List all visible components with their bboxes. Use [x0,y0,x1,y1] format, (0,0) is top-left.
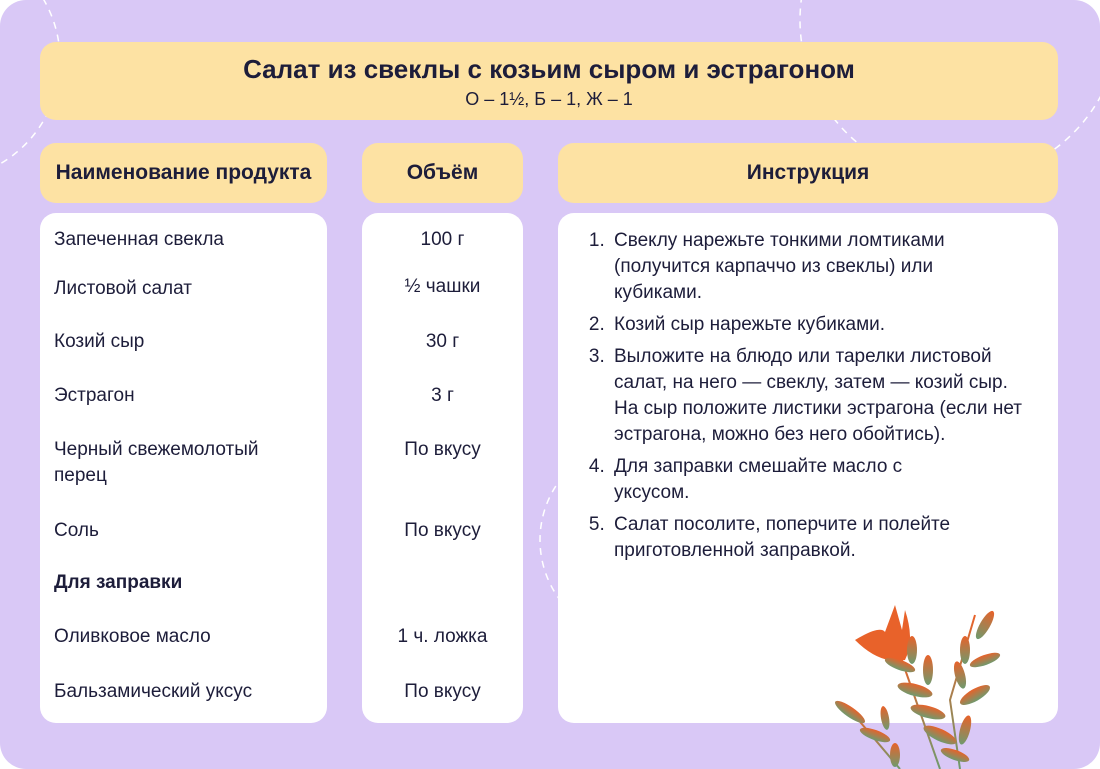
instructions-card: Свеклу нарежьте тонкими ломтиками (получ… [558,213,1058,723]
header-instruction: Инструкция [558,143,1058,203]
ingredients-names-card: Запеченная свекла Листовой салат Козий с… [40,213,327,723]
ingredient-volume: По вкусу [404,520,481,541]
ingredient-name: Козий сыр [54,331,145,352]
ingredient-volume: 100 г [420,229,465,250]
recipe-subtitle: О – 1½, Б – 1, Ж – 1 [465,89,633,109]
instruction-step: Козий сыр нарежьте кубиками. [610,312,1056,338]
ingredient-volume: По вкусу [404,439,481,460]
instruction-step: Выложите на блюдо или тарелки листовой с… [610,344,1030,448]
ingredient-name: Соль [54,520,99,541]
ingredient-name: Эстрагон [54,385,135,406]
instruction-steps: Свеклу нарежьте тонкими ломтиками (получ… [586,228,1056,570]
ingredient-name: Листовой салат [54,278,192,299]
instruction-step: Для заправки смешайте масло с уксусом. [610,454,950,506]
ingredient-name: Черный свежемолотый перец [54,439,259,486]
instruction-step: Свеклу нарежьте тонкими ломтиками (получ… [610,228,1010,306]
ingredient-name: Оливковое масло [54,626,211,647]
ingredients-volume-card: 100 г ½ чашки 30 г 3 г По вкусу По вкусу… [362,213,523,723]
ingredient-volume: 30 г [425,331,460,352]
ingredient-volume: ½ чашки [404,276,481,297]
ingredient-name: Бальзамический уксус [54,681,253,702]
dressing-section-label: Для заправки [54,572,183,593]
header-volume: Объём [362,143,523,203]
instruction-step: Салат посолите, поперчите и полейте приг… [610,512,1030,564]
ingredient-volume: 1 ч. ложка [397,626,488,647]
recipe-title: Салат из свеклы с козьим сыром и эстраго… [243,54,855,84]
ingredient-name: Запеченная свекла [54,229,224,250]
ingredient-volume: 3 г [431,385,454,406]
header-name: Наименование продукта [40,143,327,203]
ingredient-volume: По вкусу [404,681,481,702]
title-banner: Салат из свеклы с козьим сыром и эстраго… [40,42,1058,120]
